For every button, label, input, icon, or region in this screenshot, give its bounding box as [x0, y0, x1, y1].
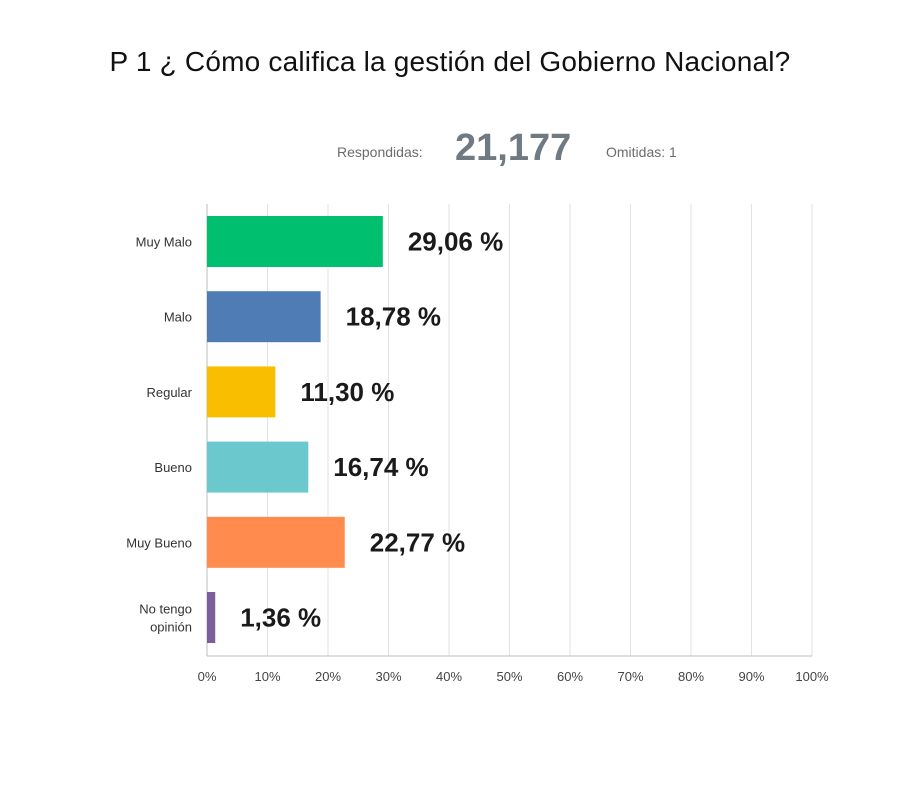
bar [207, 592, 216, 643]
category-label: Regular [146, 385, 192, 400]
x-tick-label: 30% [375, 669, 401, 684]
x-tick-label: 40% [436, 669, 462, 684]
category-label: Malo [164, 310, 192, 325]
category-label: No tengo opinión [139, 602, 192, 635]
x-tick-label: 20% [315, 669, 341, 684]
value-label: 18,78 % [346, 302, 441, 332]
x-tick-label: 0% [198, 669, 217, 684]
x-tick-label: 80% [678, 669, 704, 684]
bar [207, 516, 345, 568]
value-label: 16,74 % [333, 452, 428, 482]
bar [207, 216, 383, 267]
chart-title: P 1 ¿ Cómo califica la gestión del Gobie… [109, 46, 791, 77]
value-label: 29,06 % [408, 227, 503, 257]
value-label: 1,36 % [240, 603, 321, 633]
x-tick-label: 70% [617, 669, 643, 684]
bar [207, 366, 276, 418]
category-label: Muy Bueno [126, 535, 192, 550]
value-label: 11,30 % [300, 377, 394, 407]
response-stats: Respondidas: 21,177 Omitidas: 1 [0, 124, 900, 174]
bar [207, 441, 309, 493]
x-tick-label: 100% [795, 669, 829, 684]
category-label: Bueno [154, 460, 192, 475]
x-tick-label: 10% [254, 669, 280, 684]
answered-count: 21,177 [455, 127, 572, 169]
x-tick-label: 60% [557, 669, 583, 684]
skipped-label: Omitidas: 1 [606, 144, 677, 160]
x-tick-label: 90% [738, 669, 764, 684]
answered-label: Respondidas: [337, 144, 423, 160]
bar [207, 291, 321, 343]
value-label: 22,77 % [370, 527, 465, 557]
category-label: Muy Malo [136, 235, 192, 250]
x-tick-label: 50% [496, 669, 522, 684]
